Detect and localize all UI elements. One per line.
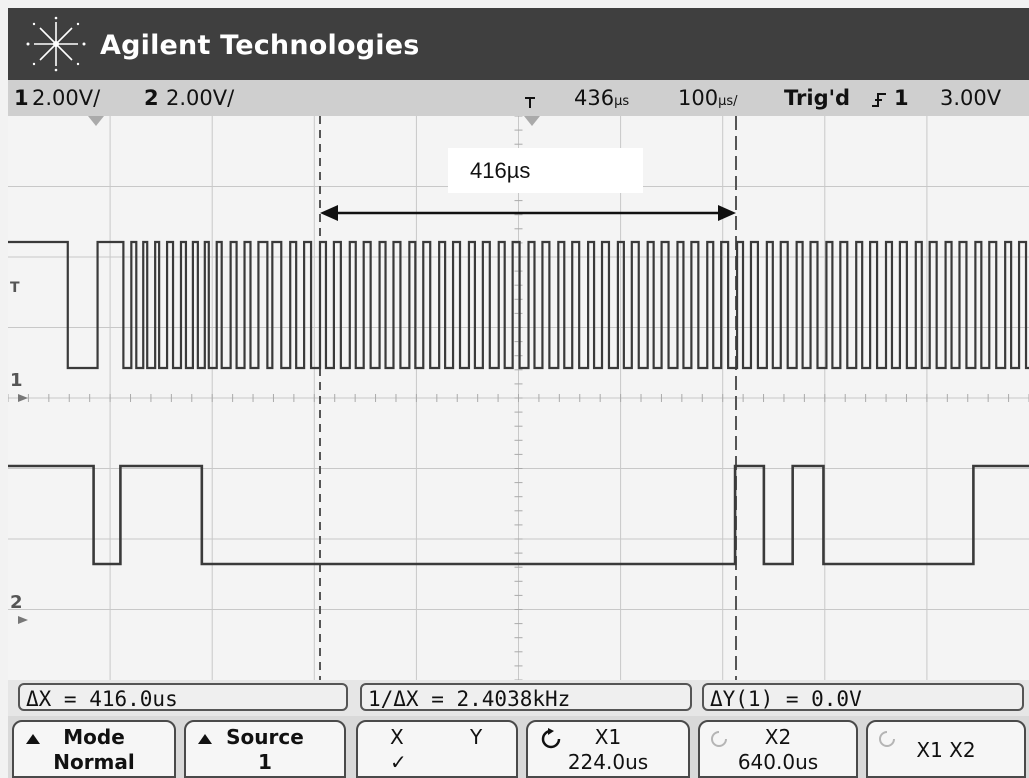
x2-label: X2 bbox=[764, 725, 792, 749]
menu-arrow-icon bbox=[198, 734, 212, 744]
trigger-level: 3.00V bbox=[940, 86, 1002, 110]
brand-title: Agilent Technologies bbox=[100, 30, 420, 61]
measurement-line: ΔX = 416.0us 1/ΔX = 2.4038kHz ΔY(1) = 0.… bbox=[8, 680, 1029, 716]
entry-knob-icon bbox=[879, 731, 895, 747]
x1-softkey[interactable]: X1 224.0us bbox=[526, 720, 690, 778]
mode-label: Mode bbox=[63, 725, 125, 749]
inverse-delta-x-readout: 1/ΔX = 2.4038kHz bbox=[360, 683, 692, 711]
channel-2-ground-arrow bbox=[18, 616, 28, 624]
ch2-number: 2 bbox=[144, 86, 159, 110]
y-label: Y bbox=[470, 725, 483, 749]
delta-time-annotation: 416µs bbox=[448, 148, 643, 193]
mode-softkey[interactable]: Mode Normal bbox=[12, 720, 176, 778]
channel-1-ground-arrow bbox=[18, 394, 28, 402]
trigger-status: Trig'd bbox=[784, 86, 851, 110]
channel-1-ground-marker: 1 bbox=[10, 370, 23, 391]
x2-value: 640.0us bbox=[737, 750, 819, 774]
menu-arrow-icon bbox=[26, 734, 40, 744]
trigger-position-icon bbox=[525, 97, 535, 108]
delta-y-readout: ΔY(1) = 0.0V bbox=[702, 683, 1024, 711]
grid bbox=[8, 116, 1029, 680]
source-label: Source bbox=[226, 725, 304, 749]
delay-value: 436µs bbox=[574, 86, 630, 110]
trigger-source: 1 bbox=[894, 86, 909, 110]
trigger-level-marker: T bbox=[10, 280, 20, 296]
channel-2-trace bbox=[8, 464, 1029, 566]
entry-knob-icon bbox=[541, 728, 561, 749]
trigger-point-marker bbox=[88, 116, 104, 126]
timebase-value: 100µs/ bbox=[678, 86, 738, 110]
waveform-display: T 1 2 bbox=[8, 116, 1029, 680]
channel-1-trace bbox=[8, 240, 1029, 370]
x1-value: 224.0us bbox=[567, 750, 649, 774]
x1x2-label: X1 X2 bbox=[916, 738, 976, 762]
softkey-bar: Mode Normal Source 1 X Y ✓ X1 224.0us X2 bbox=[8, 716, 1029, 778]
delta-arrow-left-head bbox=[320, 205, 338, 221]
xy-softkey[interactable]: X Y ✓ bbox=[356, 720, 518, 778]
x1-label: X1 bbox=[594, 725, 622, 749]
markers: T 1 2 bbox=[10, 116, 540, 624]
title-bar: Agilent Technologies bbox=[8, 8, 1029, 80]
x-label: X bbox=[390, 725, 404, 749]
agilent-spark-icon bbox=[26, 16, 86, 72]
cursors bbox=[319, 116, 737, 680]
x1x2-softkey[interactable]: X1 X2 bbox=[866, 720, 1026, 778]
ch1-scale: 2.00V/ bbox=[32, 86, 101, 110]
status-line: 1 2.00V/ 2 2.00V/ 436µs 100µs/ Trig'd 1 … bbox=[8, 80, 1029, 116]
mode-value: Normal bbox=[53, 750, 135, 774]
delta-arrow-right-head bbox=[718, 205, 736, 221]
source-softkey[interactable]: Source 1 bbox=[184, 720, 346, 778]
channel-2-ground-marker: 2 bbox=[10, 592, 23, 613]
delay-reference-marker bbox=[524, 116, 540, 126]
traces bbox=[8, 240, 1029, 566]
x2-softkey[interactable]: X2 640.0us bbox=[698, 720, 858, 778]
waveform-graticule: T 1 2 416µs bbox=[8, 116, 1029, 680]
ch2-scale: 2.00V/ bbox=[166, 86, 235, 110]
rising-edge-icon bbox=[872, 93, 886, 107]
delta-x-readout: ΔX = 416.0us bbox=[18, 683, 348, 711]
source-value: 1 bbox=[258, 750, 272, 774]
x-selected-check-icon: ✓ bbox=[390, 750, 407, 774]
entry-knob-icon bbox=[711, 731, 727, 747]
ch1-number: 1 bbox=[14, 86, 29, 110]
